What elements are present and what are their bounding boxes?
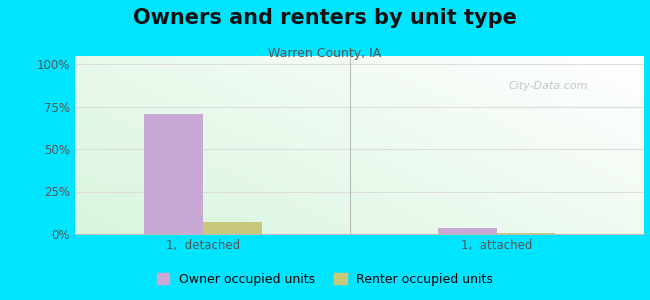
Bar	[497, 232, 556, 234]
Text: Owners and renters by unit type: Owners and renters by unit type	[133, 8, 517, 28]
Bar	[203, 222, 262, 234]
Bar	[144, 114, 203, 234]
Text: City-Data.com: City-Data.com	[509, 81, 588, 91]
Legend: Owner occupied units, Renter occupied units: Owner occupied units, Renter occupied un…	[151, 268, 499, 291]
Text: Warren County, IA: Warren County, IA	[268, 46, 382, 59]
Bar	[438, 227, 497, 234]
